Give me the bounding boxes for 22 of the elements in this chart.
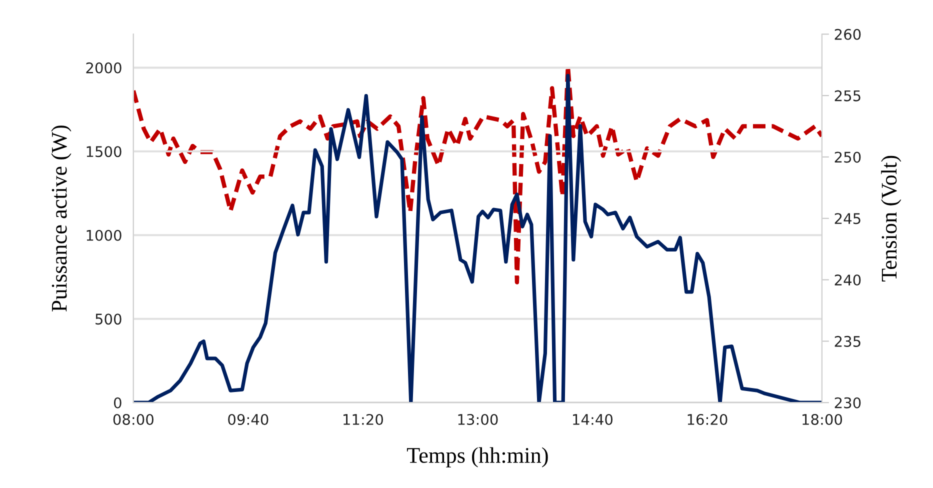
y2-tick-label: 260 [834, 28, 861, 40]
x-axis-title: Temps (hh:min) [406, 447, 548, 468]
x-tick-label: 14:40 [573, 414, 612, 425]
y-tick-label: 1500 [86, 146, 122, 158]
y2-tick-label: 255 [834, 90, 860, 102]
x-tick-label: 09:40 [228, 414, 268, 425]
x-tick-label: 18:00 [802, 414, 842, 425]
y-tick-label: 1000 [86, 230, 122, 241]
y2-tick-label: 250 [834, 152, 861, 163]
x-tick-label: 11:20 [344, 414, 383, 425]
y2-tick-label: 240 [834, 274, 861, 286]
y-tick-label: 0 [114, 397, 122, 408]
y2-tick-label: 235 [834, 336, 860, 347]
x-tick-label: 13:00 [458, 414, 498, 425]
y2-axis-title: Tension (Volt) [881, 156, 902, 282]
x-tick-label: 16:20 [688, 414, 728, 425]
y2-tick-label: 245 [834, 213, 860, 224]
y-tick-label: 500 [96, 314, 122, 325]
y2-tick-label: 230 [834, 397, 861, 408]
y-axis-title: Puissance active (W) [51, 126, 72, 312]
y-tick-label: 2000 [86, 62, 122, 74]
x-tick-label: 08:00 [113, 414, 154, 425]
